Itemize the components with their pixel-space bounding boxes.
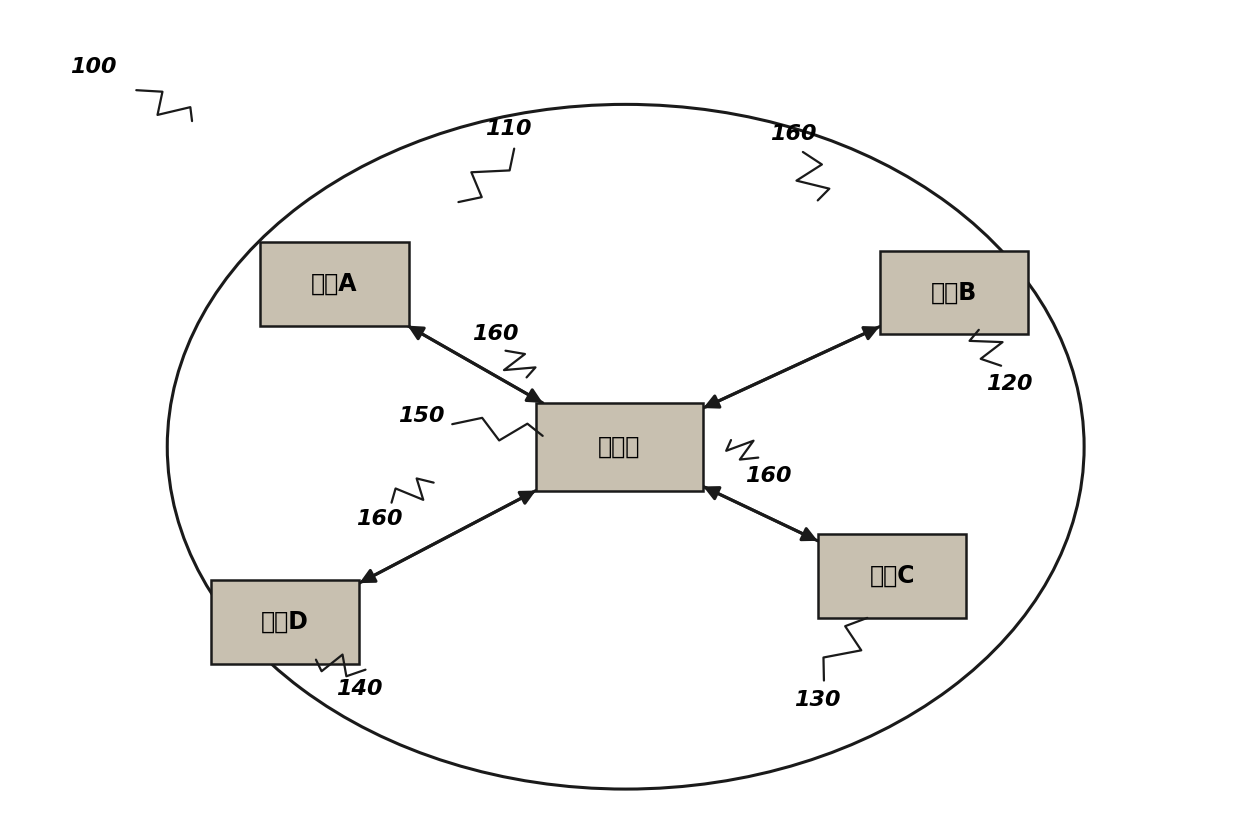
Text: 160: 160 (769, 124, 817, 144)
Text: 160: 160 (472, 324, 519, 344)
Text: 节点A: 节点A (311, 272, 358, 296)
Text: 100: 100 (69, 57, 116, 77)
Text: 130: 130 (794, 690, 841, 710)
Text: 节点D: 节点D (261, 610, 309, 634)
Text: 节点C: 节点C (870, 564, 914, 588)
FancyBboxPatch shape (211, 580, 359, 664)
Text: 节点B: 节点B (930, 281, 978, 304)
Text: 140: 140 (336, 679, 383, 699)
FancyBboxPatch shape (818, 534, 966, 618)
FancyBboxPatch shape (535, 402, 704, 491)
Text: 160: 160 (745, 466, 792, 486)
Ellipse shape (167, 104, 1084, 789)
Text: 协调器: 协调器 (598, 435, 641, 458)
Text: 120: 120 (986, 374, 1033, 394)
Text: 160: 160 (356, 509, 403, 529)
Text: 110: 110 (484, 119, 532, 139)
Text: 150: 150 (398, 406, 445, 426)
FancyBboxPatch shape (880, 250, 1028, 334)
FancyBboxPatch shape (260, 242, 409, 326)
